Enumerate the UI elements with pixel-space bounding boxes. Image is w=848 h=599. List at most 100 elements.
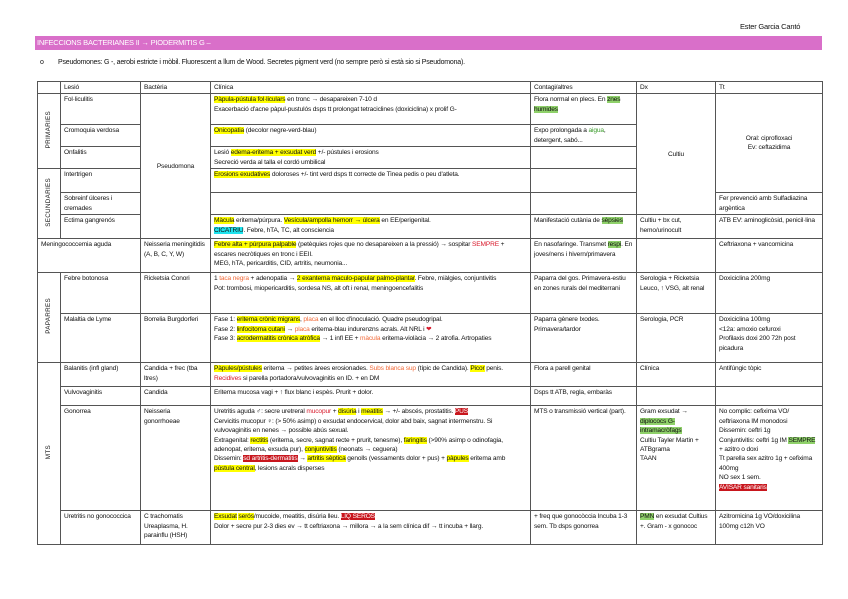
cell-tt: Ceftriaxona + vancomicina bbox=[715, 238, 823, 274]
cell-dx: PMN en exsudat Cultius +. Gram - x gonoc… bbox=[636, 510, 716, 546]
highlighted-segment: Vesícula/ampolla hemorr → úlcera bbox=[283, 217, 380, 225]
highlighted-segment: Recidives bbox=[214, 374, 242, 382]
cell-lesio: Ectima gangrenós bbox=[60, 214, 141, 240]
highlighted-segment: conjuntivitis bbox=[304, 446, 337, 454]
text-segment: /mucoide, meatitis, disúria lleu. bbox=[253, 513, 341, 521]
text-segment: Azitromicina 1g VO/doxicilina 100mg c12h… bbox=[719, 513, 801, 530]
cell-lesio: Balanitis (infl gland) bbox=[60, 362, 141, 388]
cell-clinica: 1 taca negra + adenopatia → 2 exantema m… bbox=[210, 272, 531, 315]
cell-bacteria: Neisseria gonorrhoeae bbox=[140, 405, 211, 512]
cell-clinica: Fase 1: eritema crònic migrans, placa en… bbox=[210, 313, 531, 364]
cell-lesio: Fol·liculitis bbox=[60, 93, 141, 126]
text-segment: No complic: cefixima VO/ ceftriaxona IM … bbox=[719, 408, 790, 425]
cell-clinica bbox=[210, 192, 531, 216]
cell-lesio: Vulvovaginitis bbox=[60, 386, 141, 407]
cell-lesio: Onfalitis bbox=[60, 146, 141, 170]
text-segment: genolls (vessaments dolor + pus) + bbox=[345, 455, 447, 463]
group-label: PAPARRES bbox=[45, 298, 53, 335]
bullet-text: Pseudomones: G -, aerobi estricte i mòbi… bbox=[58, 59, 465, 66]
cell-tt: Doxiciclina 200mg bbox=[715, 272, 823, 315]
text-segment: Ceftriaxona + vancomicina bbox=[719, 241, 794, 249]
text-segment: (>90% asimp o odinofagia, adenopat, erit… bbox=[214, 436, 503, 454]
highlighted-segment: faringitis bbox=[403, 436, 427, 444]
text-segment: en el lloc d'inoculació. Quadre pseudogr… bbox=[318, 316, 443, 324]
highlighted-segment: eritema crònic migrans bbox=[236, 316, 301, 324]
cell-contagi: Flora normal en plecs. En znes humides bbox=[530, 93, 637, 126]
text-segment: si parella portadora/vulvovaginitis en I… bbox=[241, 374, 380, 382]
highlighted-segment: taca negra bbox=[219, 275, 249, 283]
cell-lesio: Gonorrea bbox=[60, 405, 141, 512]
text-segment: Fer prevenció amb Sulfadiazina argèntica bbox=[719, 195, 808, 212]
table-row: Meningococcemia aguda Neisseria meningit… bbox=[37, 238, 823, 274]
section-title: INFECCIONS BACTERIANES II → PIODERMITIS … bbox=[35, 36, 822, 50]
cell-dx: Cultiu + bx cut, hemo/urinocult bbox=[636, 214, 716, 240]
table-row: Sobreinf úlceres i cremades Fer prevenci… bbox=[38, 192, 823, 216]
cell-contagi: Manifestació cutània de sèpsies bbox=[530, 214, 637, 240]
table-row: Vulvovaginitis Candida Eritema mucosa va… bbox=[38, 386, 823, 407]
text-segment: Candida bbox=[144, 389, 168, 397]
highlighted-segment: sèpsies bbox=[601, 217, 623, 225]
text-segment: Flora a parell genital bbox=[534, 365, 591, 373]
highlighted-segment: Pàpules/pústules bbox=[214, 365, 262, 373]
cell-contagi: Expo prolongada a aigua, detergent, sabó… bbox=[530, 124, 637, 148]
header-clinica: Clínica bbox=[210, 80, 531, 95]
text-segment: Uretritis aguda ♂: secre uretreral bbox=[214, 408, 307, 416]
text-segment: → bbox=[284, 325, 295, 333]
highlighted-segment: Erosions exudatives bbox=[214, 171, 271, 179]
highlighted-segment: mucopur bbox=[306, 408, 332, 416]
highlighted-segment: artritis sèptica bbox=[307, 455, 346, 463]
bullet-marker: o bbox=[40, 59, 44, 66]
table-row: PAPARRES Febre botonosa Ricketsia Conori… bbox=[37, 272, 823, 364]
header-bacteria: Bactèria bbox=[140, 80, 211, 95]
highlighted-segment: CICATRIU bbox=[214, 226, 244, 234]
highlighted-segment: pústula central bbox=[214, 464, 255, 472]
text-segment: + bbox=[331, 408, 339, 416]
highlighted-segment: meatitis bbox=[361, 408, 383, 416]
text-segment: En nasofaringe. Transmet bbox=[534, 241, 608, 249]
table-row: MTS Balanitis (infl gland) Candida + fre… bbox=[37, 362, 823, 546]
text-segment: eritema amb bbox=[468, 455, 506, 463]
highlighted-segment: Pàpula-pústula fol·liculars bbox=[214, 96, 286, 104]
cell-bacteria: Candida bbox=[140, 386, 211, 407]
highlighted-segment: LIQ SERÓS bbox=[340, 513, 375, 521]
cell-dx: Gram exsudat → diplococs G- intramacròfa… bbox=[636, 405, 716, 512]
text-segment: Fase 3: bbox=[214, 335, 237, 343]
table-header-row: Lesió Bactèria Clínica Contagi/altres Dx… bbox=[37, 80, 823, 95]
text-segment: MEG, hTA, pericarditis, CID, artritis, n… bbox=[214, 260, 348, 268]
highlighted-segment: pàpules bbox=[446, 455, 469, 463]
cell-bacteria: Pseudomona bbox=[140, 93, 211, 240]
cell-lesio: Sobreinf úlceres i cremades bbox=[60, 192, 141, 216]
text-segment: Serologia, PCR bbox=[640, 316, 684, 324]
text-segment: . Febre, miàlgies, conjuntivitis bbox=[414, 275, 497, 283]
cell-clinica: Pàpules/pústules eritema → petites àrees… bbox=[210, 362, 531, 388]
text-segment: + adenopatia → bbox=[248, 275, 297, 283]
text-segment: Profilaxis doxi 200 72h post picadura bbox=[719, 335, 796, 352]
text-segment: Cultiu Tayler Martin + ATBgrama bbox=[640, 436, 699, 454]
text-segment: en EE/perigenital. bbox=[379, 217, 431, 225]
text-segment: Cervicitis mucopur ♀: (> 50% asimp) o ex… bbox=[214, 417, 493, 435]
text-segment: . En joves/nens i hivern/primavera bbox=[534, 241, 633, 258]
highlighted-segment: linfocitoma cutani bbox=[236, 325, 285, 333]
cell-tt bbox=[715, 386, 823, 407]
cell-contagi: En nasofaringe. Transmet respi. En joves… bbox=[530, 238, 637, 274]
text-segment: eritema-blau indurenzns acrals. Alt NRL … bbox=[309, 325, 427, 333]
text-segment: Neisseria gonorrhoeae bbox=[144, 408, 180, 425]
highlighted-segment: disúria bbox=[338, 408, 357, 416]
table-row: Uretritis no gonococcica C trachomatis U… bbox=[38, 510, 823, 546]
highlighted-segment: Subs blanca sup bbox=[369, 365, 416, 373]
highlighted-segment: serós bbox=[238, 513, 254, 521]
intro-bullet: o Pseudomones: G -, aerobi estricte i mòb… bbox=[40, 59, 465, 66]
text-segment: Tt parella sex azitro 1g + cefixima 400m… bbox=[719, 455, 813, 472]
group-label: SECUNDARIES bbox=[45, 177, 53, 227]
cell-lesio: Intertrigen bbox=[60, 168, 141, 194]
text-segment: → bbox=[297, 455, 308, 463]
highlighted-segment: màcula bbox=[360, 335, 381, 343]
highlighted-segment: edema-eritema + exsudat verd bbox=[230, 149, 317, 157]
cell-contagi: MTS o transmissió vertical (part). bbox=[530, 405, 637, 512]
text-segment: → +/- abscés, prostatitis. bbox=[382, 408, 455, 416]
highlighted-segment: Picor bbox=[470, 365, 485, 373]
cell-clinica: Eritema mucosa vagi + ↑ flux blanc i esp… bbox=[210, 386, 531, 407]
table-row: PRIMARIES Fol·liculitis Pseudomona Pàpul… bbox=[37, 93, 823, 240]
text-segment: (petèquies rojes que no desapareixen a l… bbox=[296, 241, 473, 249]
cell-clinica: Erosions exudatives doloroses +/- tint v… bbox=[210, 168, 531, 194]
